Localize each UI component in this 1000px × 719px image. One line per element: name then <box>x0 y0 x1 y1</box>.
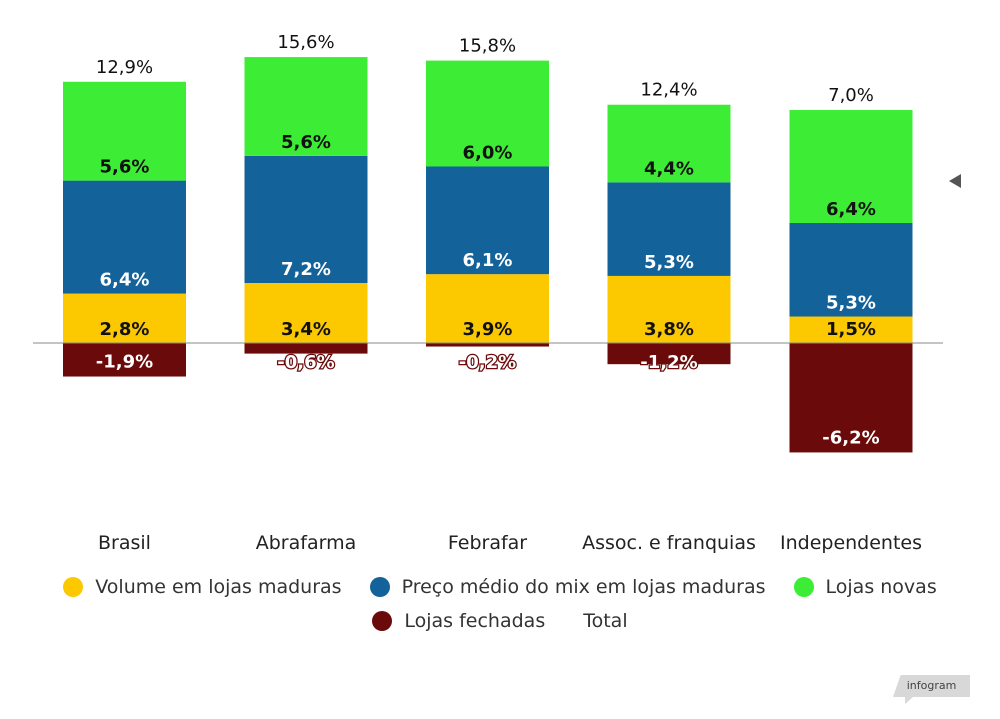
category-label-abrafarma: Abrafarma <box>256 532 356 554</box>
legend-label-preco: Preço médio do mix em lojas maduras <box>401 576 766 598</box>
bar-abrafarma-volume[interactable] <box>244 282 368 343</box>
bar-assoc-franquias-preco[interactable] <box>607 182 731 276</box>
value-label-abrafarma-lojas-novas: 5,6% <box>281 132 331 153</box>
value-label-independentes-lojas-fechadas: -6,2% <box>822 427 879 448</box>
infogram-badge[interactable]: infogram <box>893 675 970 697</box>
bar-assoc-franquias-lojas-fechadas[interactable] <box>607 343 731 365</box>
bar-brasil-lojas-fechadas[interactable] <box>63 343 186 377</box>
legend-dot-volume <box>63 577 84 597</box>
total-label-abrafarma: 15,6% <box>277 32 334 53</box>
bar-brasil-preco[interactable] <box>63 180 186 294</box>
bar-abrafarma-preco[interactable] <box>244 155 368 283</box>
value-label-abrafarma-lojas-fechadas: -0,6% <box>277 352 334 373</box>
value-label-febrafar-preco: 6,1% <box>463 250 513 271</box>
value-label-assoc-franquias-lojas-novas: 4,4% <box>644 158 694 179</box>
value-label-febrafar-volume: 3,9% <box>463 319 513 340</box>
value-label-assoc-franquias-volume: 3,8% <box>644 319 694 340</box>
legend-item-lojas-fechadas[interactable]: Lojas fechadas <box>372 610 545 632</box>
total-label-febrafar: 15,8% <box>459 36 516 57</box>
value-label-abrafarma-volume: 3,4% <box>281 319 331 340</box>
infogram-badge-tail <box>905 697 913 704</box>
bars-layer <box>63 57 913 453</box>
bar-abrafarma-lojas-novas[interactable] <box>244 57 368 156</box>
infogram-badge-text: infogram <box>906 679 957 692</box>
value-label-abrafarma-preco: 7,2% <box>281 259 331 280</box>
category-label-assoc-franquias: Assoc. e franquias <box>582 532 756 554</box>
legend-label-lojas-novas: Lojas novas <box>825 576 937 598</box>
bar-independentes-lojas-novas[interactable] <box>789 110 913 223</box>
legend-dot-lojas-fechadas <box>372 611 393 631</box>
bar-independentes-preco[interactable] <box>789 222 913 317</box>
bar-febrafar-lojas-fechadas[interactable] <box>426 343 549 347</box>
value-label-independentes-preco: 5,3% <box>826 293 876 314</box>
legend-row-2: Lojas fechadas Total <box>0 604 1000 638</box>
legend-dot-preco <box>369 577 390 597</box>
total-label-assoc-franquias: 12,4% <box>640 80 697 101</box>
legend-item-total[interactable]: Total <box>583 610 627 632</box>
legend: Volume em lojas maduras Preço médio do m… <box>0 570 1000 638</box>
value-label-independentes-volume: 1,5% <box>826 319 876 340</box>
total-label-independentes: 7,0% <box>828 85 874 106</box>
labels-layer: 2,8% 6,4% 5,6% -1,9% 12,9% Brasil 3,4% 7,2% 5,6%… <box>96 32 922 554</box>
bar-assoc-franquias-volume[interactable] <box>607 275 731 343</box>
bar-febrafar-volume[interactable] <box>426 274 549 343</box>
value-label-brasil-preco: 6,4% <box>100 270 150 291</box>
value-label-independentes-lojas-novas: 6,4% <box>826 199 876 220</box>
legend-item-lojas-novas[interactable]: Lojas novas <box>793 576 937 598</box>
value-label-assoc-franquias-lojas-fechadas: -1,2% <box>640 352 697 373</box>
value-label-brasil-lojas-fechadas: -1,9% <box>96 352 153 373</box>
bar-independentes-volume[interactable] <box>789 316 913 343</box>
category-label-brasil: Brasil <box>98 532 151 554</box>
bar-febrafar-preco[interactable] <box>426 166 549 275</box>
value-label-febrafar-lojas-novas: 6,0% <box>463 143 513 164</box>
collapse-arrow-icon[interactable] <box>949 174 961 188</box>
bar-independentes-lojas-fechadas[interactable] <box>789 343 913 453</box>
value-label-febrafar-lojas-fechadas: -0,2% <box>459 352 516 373</box>
bar-brasil-lojas-novas[interactable] <box>63 81 186 181</box>
category-label-independentes: Independentes <box>780 532 922 554</box>
bar-assoc-franquias-lojas-novas[interactable] <box>607 104 731 183</box>
stacked-bar-chart: 2,8% 6,4% 5,6% -1,9% 12,9% Brasil 3,4% 7,2% 5,6%… <box>33 32 943 554</box>
legend-label-lojas-fechadas: Lojas fechadas <box>404 610 546 632</box>
category-label-febrafar: Febrafar <box>448 532 527 554</box>
legend-label-total: Total <box>583 610 628 632</box>
bar-abrafarma-lojas-fechadas[interactable] <box>244 343 368 354</box>
total-label-brasil: 12,9% <box>96 57 153 78</box>
legend-item-volume[interactable]: Volume em lojas maduras <box>63 576 342 598</box>
value-label-assoc-franquias-preco: 5,3% <box>644 252 694 273</box>
legend-item-preco[interactable]: Preço médio do mix em lojas maduras <box>369 576 766 598</box>
bar-febrafar-lojas-novas[interactable] <box>426 60 549 167</box>
value-label-brasil-volume: 2,8% <box>100 319 150 340</box>
legend-row-1: Volume em lojas maduras Preço médio do m… <box>0 570 1000 604</box>
bar-brasil-volume[interactable] <box>63 293 186 343</box>
value-label-brasil-lojas-novas: 5,6% <box>100 157 150 178</box>
legend-dot-lojas-novas <box>793 577 814 597</box>
legend-label-volume: Volume em lojas maduras <box>95 576 342 598</box>
